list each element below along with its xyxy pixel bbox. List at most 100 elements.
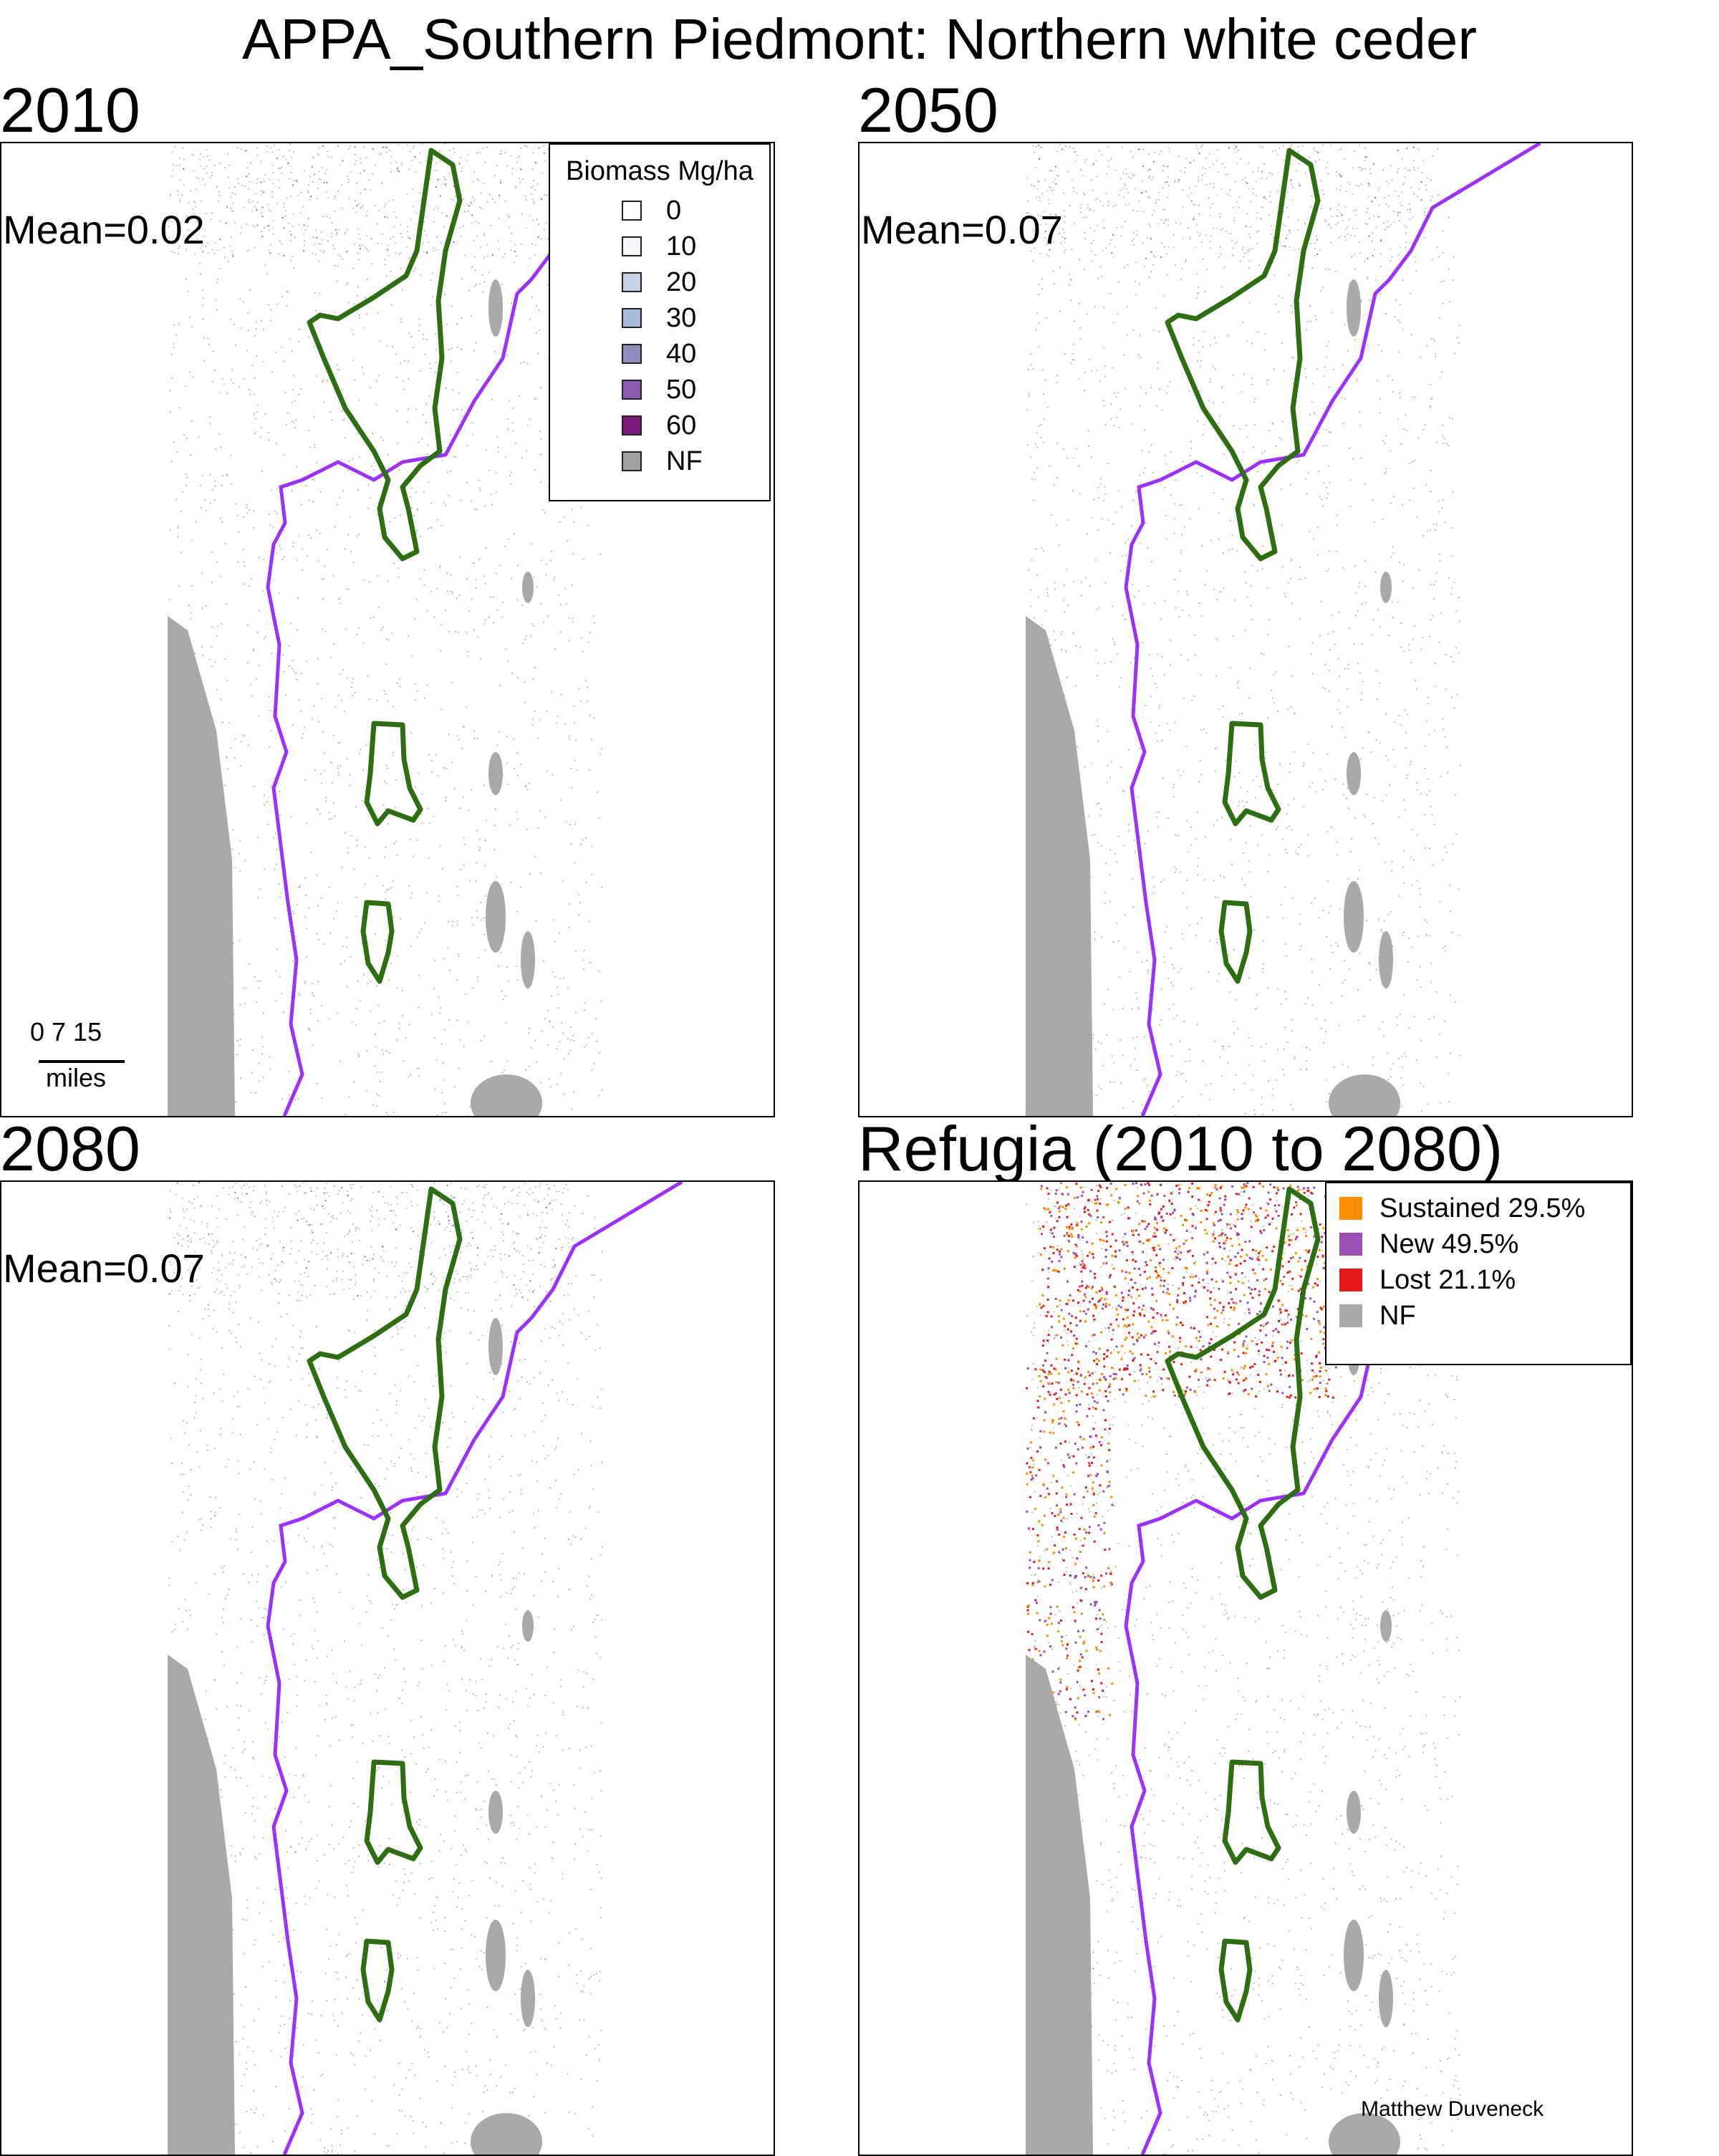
nf-pixel	[240, 1433, 241, 1435]
nf-pixel	[1132, 175, 1135, 177]
nf-pixel	[1398, 351, 1400, 353]
nf-pixel	[1243, 884, 1246, 886]
nf-pixel	[1337, 708, 1339, 711]
biomass-pixel	[499, 153, 501, 155]
nf-pixel	[263, 558, 265, 560]
nf-pixel	[584, 1046, 586, 1048]
nf-pixel	[1234, 1074, 1236, 1076]
nf-pixel	[1313, 411, 1315, 413]
nf-pixel	[601, 1089, 603, 1091]
biomass-pixel	[343, 233, 345, 235]
biomass-pixel	[1393, 221, 1395, 223]
nf-pixel	[539, 719, 541, 721]
nf-pixel	[1281, 566, 1284, 568]
nf-pixel	[295, 672, 297, 674]
nf-pixel	[432, 272, 434, 274]
nf-pixel	[429, 362, 431, 365]
nf-pixel	[200, 507, 202, 509]
biomass-pixel	[1140, 211, 1142, 213]
biomass-pixel	[453, 241, 455, 244]
nf-pixel	[1303, 762, 1305, 764]
nf-pixel	[1208, 153, 1210, 155]
nf-pixel	[1145, 704, 1147, 706]
nf-pixel	[1168, 185, 1170, 187]
nf-pixel	[460, 1791, 462, 1794]
nf-pixel	[382, 627, 384, 628]
nf-pixel	[1200, 1093, 1203, 1095]
nf-pixel	[1399, 220, 1400, 221]
nf-pixel	[1078, 465, 1080, 467]
nf-pixel	[582, 959, 584, 961]
nf-pixel	[375, 1034, 376, 1035]
nf-pixel	[1134, 657, 1136, 659]
nf-pixel	[323, 401, 325, 403]
nf-pixel	[250, 1092, 252, 1094]
biomass-pixel	[1198, 235, 1200, 237]
nf-pixel	[1289, 825, 1291, 827]
nf-pixel	[1400, 1055, 1402, 1057]
nf-pixel	[337, 364, 338, 366]
nf-pixel	[173, 441, 175, 443]
biomass-pixel	[223, 256, 226, 259]
nf-pixel	[549, 559, 552, 562]
nf-pixel	[1200, 774, 1203, 776]
nf-pixel	[199, 1286, 201, 1289]
nf-pixel	[584, 1009, 586, 1011]
biomass-pixel	[314, 173, 316, 175]
nf-pixel	[1223, 587, 1225, 589]
biomass-pixel	[281, 244, 283, 245]
nf-pixel	[1214, 368, 1216, 370]
biomass-pixel	[479, 151, 481, 153]
nf-pixel	[1390, 259, 1392, 261]
nf-pixel	[425, 1453, 428, 1455]
nf-pixel	[1326, 831, 1329, 833]
nf-pixel	[1405, 430, 1407, 432]
biomass-pixel	[288, 222, 290, 224]
biomass-pixel	[333, 197, 335, 199]
nf-pixel	[310, 537, 312, 539]
nf-pixel	[1287, 804, 1289, 806]
nf-pixel	[276, 513, 278, 514]
nf-pixel	[1210, 377, 1212, 380]
nf-pixel	[270, 730, 272, 732]
nf-pixel	[540, 453, 542, 456]
nf-pixel	[1321, 189, 1324, 191]
biomass-pixel	[268, 249, 270, 251]
nf-pixel	[1275, 303, 1277, 305]
nf-pixel	[1246, 340, 1248, 342]
nf-pixel	[1347, 664, 1349, 666]
nf-pixel	[529, 782, 531, 784]
nf-pixel	[245, 987, 247, 989]
nf-pixel	[1198, 292, 1200, 294]
nf-pixel	[474, 508, 476, 510]
nf-pixel	[1440, 281, 1443, 283]
nf-pixel	[1412, 160, 1415, 162]
nf-pixel	[337, 765, 339, 767]
nf-pixel	[1402, 850, 1405, 852]
nf-pixel	[1399, 397, 1401, 399]
nf-pixel	[516, 161, 519, 163]
nf-pixel	[1165, 538, 1167, 540]
nf-pixel	[430, 760, 433, 762]
nf-pixel	[1304, 1003, 1306, 1005]
nf-pixel	[1300, 945, 1302, 947]
nf-pixel	[321, 1097, 323, 1099]
nf-pixel	[271, 371, 273, 372]
nf-pixel	[476, 1254, 478, 1256]
nf-pixel	[1165, 253, 1167, 255]
biomass-pixel	[249, 181, 251, 183]
biomass-pixel	[1142, 165, 1145, 168]
biomass-pixel	[246, 175, 247, 178]
nf-pixel	[1375, 279, 1377, 281]
nf-pixel	[416, 1067, 418, 1069]
nf-pixel	[415, 267, 417, 269]
biomass-pixel	[450, 198, 452, 201]
nf-pixel	[1078, 377, 1080, 380]
biomass-pixel	[1304, 172, 1306, 174]
nf-pixel	[1173, 866, 1175, 868]
biomass-pixel	[1247, 163, 1249, 164]
biomass-pixel	[400, 162, 403, 164]
nf-pixel	[385, 275, 387, 276]
nf-pixel	[313, 345, 315, 347]
nf-pixel	[497, 451, 499, 453]
